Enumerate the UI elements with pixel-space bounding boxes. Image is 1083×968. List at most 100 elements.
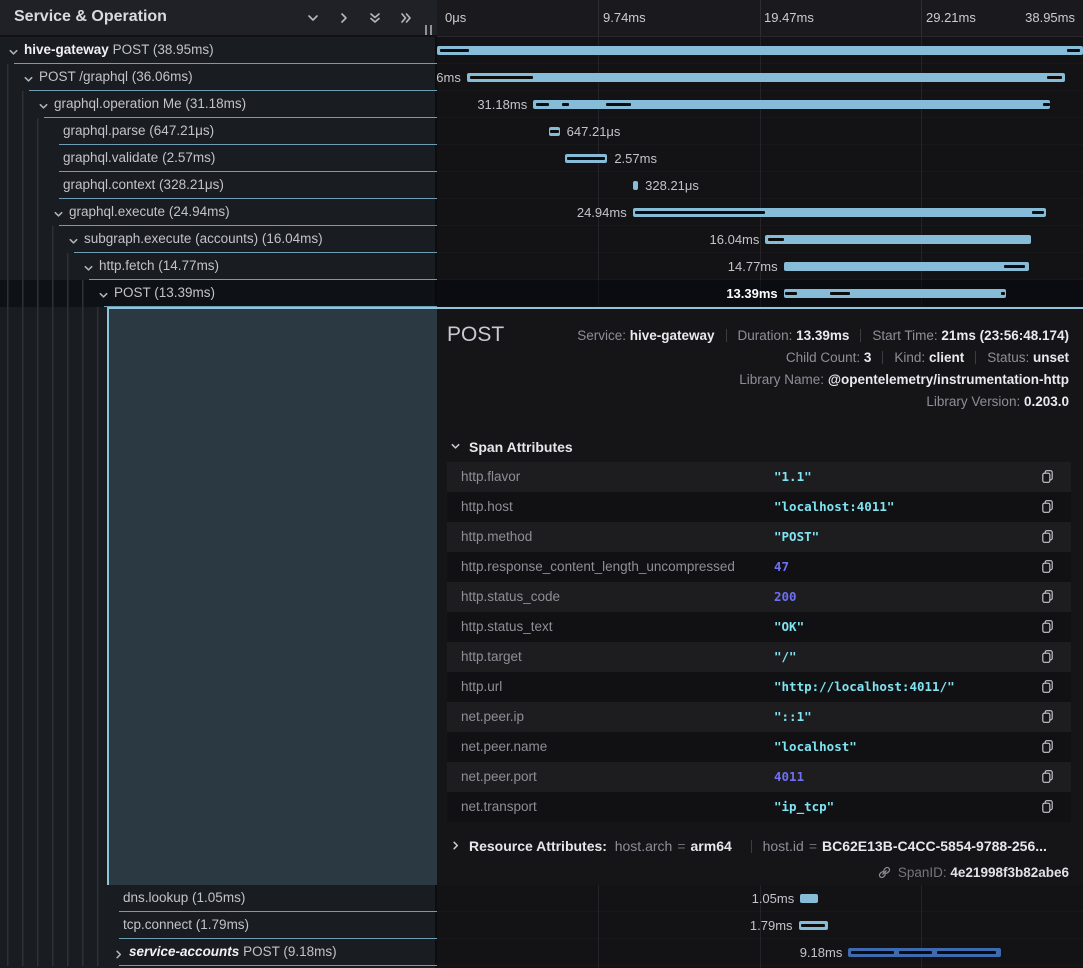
span-name-cell[interactable]: dns.lookup (1.05ms) <box>0 885 437 912</box>
copy-icon[interactable] <box>1040 739 1056 755</box>
copy-icon[interactable] <box>1040 499 1056 515</box>
span-detail-panel: POST Service: hive-gateway Duration: 13.3… <box>437 307 1083 885</box>
chevron-down-icon[interactable] <box>53 207 65 219</box>
span-name-cell[interactable]: POST /graphql (36.06ms) <box>0 64 437 91</box>
tick-label: 0μs <box>445 10 467 25</box>
attribute-value: "localhost:4011" <box>774 499 895 514</box>
chevron-down-icon <box>450 439 461 450</box>
trace-row[interactable]: graphql.validate (2.57ms) 2.57ms <box>0 145 1083 172</box>
copy-icon[interactable] <box>1040 469 1056 485</box>
bar-self-time-mark <box>549 130 559 133</box>
chevron-down-icon[interactable] <box>38 99 50 111</box>
meta-line-3: Library Name: @opentelemetry/instrumenta… <box>577 369 1069 391</box>
chevron-down-icon[interactable] <box>83 261 95 273</box>
attribute-value: "OK" <box>774 619 805 634</box>
span-name-label: POST (13.39ms) <box>114 280 215 306</box>
copy-icon[interactable] <box>1040 589 1056 605</box>
row-underline <box>89 278 437 280</box>
span-duration-bar[interactable] <box>798 921 829 930</box>
bar-self-time-mark <box>469 76 533 79</box>
copy-icon[interactable] <box>1040 709 1056 725</box>
trace-row[interactable]: POST (13.39ms) 13.39ms <box>0 280 1083 307</box>
operation-and-duration: graphql.validate (2.57ms) <box>63 150 216 165</box>
copy-icon[interactable] <box>1040 649 1056 665</box>
span-duration-bar[interactable] <box>848 948 1001 957</box>
detail-row-left-strip <box>107 307 437 885</box>
chevron-down-icon[interactable] <box>8 45 20 57</box>
resource-value: BC62E13B-C4CC-5854-9788-256... <box>822 838 1047 854</box>
trace-row[interactable]: service-accounts POST (9.18ms) 9.18ms <box>0 939 1083 966</box>
span-name-cell[interactable]: graphql.validate (2.57ms) <box>0 145 437 172</box>
span-attributes-header[interactable]: Span Attributes <box>450 439 573 455</box>
tick-label: 9.74ms <box>603 10 646 25</box>
span-name-cell[interactable]: graphql.context (328.21μs) <box>0 172 437 199</box>
span-duration-bar[interactable] <box>466 73 1065 82</box>
span-name-label: graphql.operation Me (31.18ms) <box>54 91 246 117</box>
span-duration-bar[interactable] <box>632 181 639 190</box>
span-name-cell[interactable]: hive-gateway POST (38.95ms) <box>0 37 437 64</box>
span-duration-bar[interactable] <box>800 894 818 903</box>
trace-row[interactable]: graphql.execute (24.94ms) 24.94ms <box>0 199 1083 226</box>
column-resize-handle[interactable] <box>425 25 432 35</box>
bar-self-time-mark <box>605 103 632 106</box>
meta-separator <box>975 351 977 364</box>
expand-one-icon[interactable] <box>337 11 351 25</box>
copy-icon[interactable] <box>1040 679 1056 695</box>
collapse-all-icon[interactable] <box>368 11 382 25</box>
trace-row[interactable]: hive-gateway POST (38.95ms) <box>0 37 1083 64</box>
trace-row[interactable]: graphql.parse (647.21μs) 647.21μs <box>0 118 1083 145</box>
trace-row[interactable]: graphql.operation Me (31.18ms) 31.18ms <box>0 91 1083 118</box>
operation-and-duration: graphql.parse (647.21μs) <box>63 123 215 138</box>
span-bar-track: 31.18ms <box>437 91 1083 118</box>
resource-attributes-row[interactable]: Resource Attributes: host.arch = arm64 hos… <box>450 838 1047 854</box>
trace-row[interactable]: dns.lookup (1.05ms) 1.05ms <box>0 885 1083 912</box>
span-bar-track: 36.06ms <box>437 64 1083 91</box>
operation-and-duration: POST (13.39ms) <box>114 285 216 300</box>
span-name-cell[interactable]: graphql.operation Me (31.18ms) <box>0 91 437 118</box>
span-name-cell[interactable]: service-accounts POST (9.18ms) <box>0 939 437 966</box>
span-duration-bar[interactable] <box>564 154 608 163</box>
copy-icon[interactable] <box>1040 769 1056 785</box>
copy-icon[interactable] <box>1040 529 1056 545</box>
span-duration-bar[interactable] <box>548 127 560 136</box>
tick-label: 19.47ms <box>764 10 814 25</box>
copy-icon[interactable] <box>1040 799 1056 815</box>
copy-icon[interactable] <box>1040 619 1056 635</box>
operation-and-duration: POST (9.18ms) <box>243 944 337 959</box>
span-id-value: 4e21998f3b82abe6 <box>950 865 1069 880</box>
trace-row[interactable]: subgraph.execute (accounts) (16.04ms) 16.… <box>0 226 1083 253</box>
span-duration-bar[interactable] <box>783 289 1006 298</box>
trace-row[interactable]: graphql.context (328.21μs) 328.21μs <box>0 172 1083 199</box>
span-duration-bar[interactable] <box>765 235 1032 244</box>
bar-self-time-mark <box>561 103 570 106</box>
bar-duration-label: 9.18ms <box>799 945 843 960</box>
chevron-down-icon[interactable] <box>23 72 35 84</box>
link-icon[interactable] <box>877 865 892 880</box>
span-name-cell[interactable]: graphql.parse (647.21μs) <box>0 118 437 145</box>
span-name-cell[interactable]: POST (13.39ms) <box>0 280 437 307</box>
chevron-down-icon[interactable] <box>68 234 80 246</box>
chevron-down-icon[interactable] <box>98 288 110 300</box>
service-name: hive-gateway <box>24 42 109 57</box>
row-underline <box>59 143 437 145</box>
collapse-one-icon[interactable] <box>306 11 320 25</box>
indent-guides <box>0 226 56 253</box>
chevron-right-icon[interactable] <box>113 947 125 959</box>
trace-row[interactable]: POST /graphql (36.06ms) 36.06ms <box>0 64 1083 91</box>
attribute-key: http.flavor <box>461 469 521 484</box>
trace-row[interactable]: http.fetch (14.77ms) 14.77ms <box>0 253 1083 280</box>
span-duration-bar[interactable] <box>437 46 1083 55</box>
bar-self-time-mark <box>898 951 933 954</box>
span-duration-bar[interactable] <box>533 100 1051 109</box>
span-bar-track: 14.77ms <box>437 253 1083 280</box>
span-duration-bar[interactable] <box>632 208 1047 217</box>
span-name-cell[interactable]: http.fetch (14.77ms) <box>0 253 437 280</box>
copy-icon[interactable] <box>1040 559 1056 575</box>
row-underline <box>119 964 437 966</box>
span-name-cell[interactable]: subgraph.execute (accounts) (16.04ms) <box>0 226 437 253</box>
span-name-cell[interactable]: graphql.execute (24.94ms) <box>0 199 437 226</box>
span-duration-bar[interactable] <box>783 262 1029 271</box>
trace-row[interactable]: tcp.connect (1.79ms) 1.79ms <box>0 912 1083 939</box>
expand-all-icon[interactable] <box>399 11 413 25</box>
span-name-cell[interactable]: tcp.connect (1.79ms) <box>0 912 437 939</box>
